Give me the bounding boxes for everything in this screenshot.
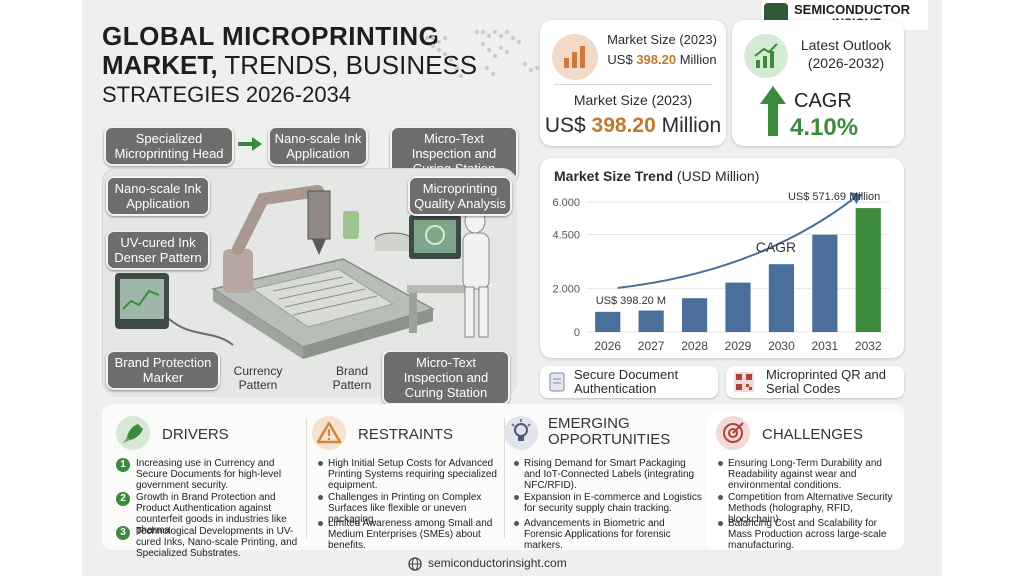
market-size-small-value: US$ 398.20 Million: [607, 52, 717, 67]
outlook-period: (2026-2032): [807, 55, 885, 71]
opportunity-item: Advancements in Biometric and Forensic A…: [514, 518, 704, 551]
y-tick-label: 2.000: [552, 284, 580, 296]
brand-name-line-1: SEMICONDUCTOR: [794, 2, 911, 17]
microprinting-scene: [102, 168, 517, 397]
trend-cagr-label: CAGR: [756, 239, 796, 255]
start-value-annotation: US$ 398.20 M: [596, 295, 666, 307]
y-tick-label: 4.500: [552, 230, 580, 242]
column-divider: [306, 418, 307, 538]
footer-url[interactable]: semiconductorinsight.com: [428, 556, 567, 570]
x-tick-label: 2028: [681, 339, 708, 353]
restraint-item: Limited Awareness among Small and Medium…: [318, 518, 498, 551]
chart-bar: [768, 264, 795, 332]
chart-bar: [812, 234, 838, 332]
application-label: Microprinted QR and Serial Codes: [766, 367, 886, 396]
challenge-item: Competition from Alternative Security Me…: [718, 492, 900, 525]
divider: [554, 84, 712, 85]
market-dynamics-panel: DRIVERS 1 Increasing use in Currency and …: [102, 404, 904, 559]
column-divider: [504, 418, 505, 538]
application-qr-codes: Microprinted QR and Serial Codes: [726, 366, 904, 398]
label-currency-pattern: Currency Pattern: [233, 364, 283, 392]
title-line-3: STRATEGIES 2026-2034: [102, 82, 352, 107]
market-size-bar-chart: 6.000 4.500 2.000 0 2026 2027 2028 2029 2030 2031…: [552, 191, 890, 353]
market-size-value: US$ 398.20 Million: [544, 114, 722, 137]
x-tick-label: 2030: [768, 339, 795, 353]
tag-nano-ink-top: Nano-scale Ink Application: [268, 126, 368, 166]
chart-bar: [725, 282, 751, 332]
infographic-canvas: GLOBAL MICROPRINTING MARKET, TRENDS, BUS…: [82, 0, 942, 576]
title-market-word: MARKET,: [102, 50, 218, 80]
tag-quality-analysis: Microprinting Quality Analysis: [408, 176, 512, 216]
outlook-label: Latest Outlook (2026-2032): [788, 36, 904, 72]
cagr-value: 4.10%: [790, 114, 859, 141]
number-badge-1: 1: [116, 458, 130, 472]
driver-item: 1 Increasing use in Currency and Secure D…: [116, 458, 306, 491]
y-tick-label: 0: [574, 327, 580, 339]
growth-chart-icon: [744, 34, 788, 78]
opportunity-item: Expansion in E-commerce and Logistics fo…: [514, 492, 704, 514]
chart-bar: [855, 208, 881, 332]
market-size-summary: Market Size (2023) US$ 398.20 Million: [602, 30, 722, 70]
title-trends-text: TRENDS, BUSINESS: [217, 50, 478, 80]
label-brand-pattern: Brand Pattern: [332, 364, 372, 392]
lightbulb-icon: [504, 416, 538, 450]
restraints-heading: RESTRAINTS: [358, 426, 454, 443]
tag-brand-protection: Brand Protection Marker: [106, 350, 220, 390]
globe-icon: [408, 557, 422, 571]
outlook-card: Latest Outlook (2026-2032) CAGR 4.10%: [732, 20, 904, 146]
machine-illustration: [103, 169, 517, 397]
warning-icon: [312, 416, 346, 450]
number-badge-3: 3: [116, 526, 130, 540]
opportunity-item: Rising Demand for Smart Packaging and Io…: [514, 458, 704, 491]
tag-microprinting-head: Specialized Microprinting Head: [104, 126, 234, 166]
application-secure-document: Secure Document Authentication: [540, 366, 718, 398]
challenges-heading: CHALLENGES: [762, 426, 863, 443]
outlook-title: Latest Outlook: [800, 37, 892, 53]
market-size-label: Market Size (2023): [573, 92, 693, 108]
title-line-2: MARKET, TRENDS, BUSINESS: [102, 51, 477, 80]
y-tick-label: 6.000: [552, 197, 580, 209]
document-icon: [549, 372, 565, 392]
cagr-label: CAGR: [794, 90, 852, 112]
restraint-item: Challenges in Printing on Complex Surfac…: [318, 492, 498, 525]
process-arrow-icon: [252, 137, 262, 151]
challenge-item: Balancing Cost and Scalability for Mass …: [718, 518, 900, 551]
market-size-trend-card: Market Size Trend (USD Million) 6.000 4.5…: [540, 158, 904, 358]
trend-arrow-head: [850, 192, 863, 205]
title-line-1: GLOBAL MICROPRINTING: [102, 21, 440, 51]
market-size-small-label: Market Size (2023): [607, 32, 717, 47]
chart-bar: [595, 311, 621, 332]
chart-bar: [681, 298, 708, 332]
x-tick-label: 2027: [638, 339, 665, 353]
x-tick-label: 2032: [855, 339, 882, 353]
rocket-icon: [116, 416, 150, 450]
chart-title: Market Size Trend (USD Million): [554, 168, 760, 184]
trend-arrow-line: [617, 197, 855, 289]
application-label: Secure Document Authentication: [574, 367, 679, 396]
challenge-item: Ensuring Long-Term Durability and Readab…: [718, 458, 900, 491]
driver-item: 2 Growth in Brand Protection and Product …: [116, 492, 306, 536]
up-arrow-icon: [760, 86, 786, 136]
qr-code-icon: [734, 372, 754, 392]
x-tick-label: 2029: [725, 339, 752, 353]
driver-item: 3 Technological Developments in UV-cured …: [116, 526, 306, 559]
tag-uv-cured-ink: UV-cured Ink Denser Pattern: [106, 230, 210, 270]
x-tick-label: 2026: [594, 339, 621, 353]
target-icon: [716, 416, 750, 450]
drivers-heading: DRIVERS: [162, 426, 229, 443]
end-value-annotation: US$ 571.69 Million: [788, 191, 880, 203]
number-badge-2: 2: [116, 492, 130, 506]
tag-nano-ink-left: Nano-scale Ink Application: [106, 176, 210, 216]
bar-chart-icon: [552, 34, 598, 80]
market-size-card: Market Size (2023) US$ 398.20 Million Ma…: [540, 20, 726, 146]
chart-bar: [638, 310, 664, 332]
process-arrow-line: [238, 142, 254, 146]
tag-micro-text-bottom: Micro-Text Inspection and Curing Station: [382, 350, 510, 405]
world-map-dots: [425, 30, 539, 78]
x-tick-label: 2031: [812, 339, 839, 353]
restraint-item: High Initial Setup Costs for Advanced Pr…: [318, 458, 498, 491]
opportunities-heading: EMERGING OPPORTUNITIES: [548, 415, 671, 448]
